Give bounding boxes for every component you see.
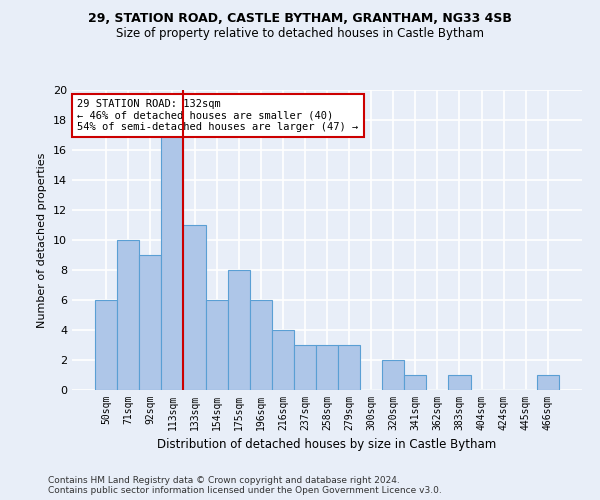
- Bar: [227, 270, 250, 390]
- Bar: [95, 300, 117, 390]
- Bar: [537, 375, 559, 390]
- X-axis label: Distribution of detached houses by size in Castle Bytham: Distribution of detached houses by size …: [157, 438, 497, 452]
- Text: Size of property relative to detached houses in Castle Bytham: Size of property relative to detached ho…: [116, 28, 484, 40]
- Bar: [184, 225, 206, 390]
- Bar: [139, 255, 161, 390]
- Y-axis label: Number of detached properties: Number of detached properties: [37, 152, 47, 328]
- Text: Contains public sector information licensed under the Open Government Licence v3: Contains public sector information licen…: [48, 486, 442, 495]
- Text: Contains HM Land Registry data © Crown copyright and database right 2024.: Contains HM Land Registry data © Crown c…: [48, 476, 400, 485]
- Bar: [448, 375, 470, 390]
- Bar: [250, 300, 272, 390]
- Bar: [382, 360, 404, 390]
- Bar: [161, 135, 184, 390]
- Bar: [206, 300, 227, 390]
- Text: 29, STATION ROAD, CASTLE BYTHAM, GRANTHAM, NG33 4SB: 29, STATION ROAD, CASTLE BYTHAM, GRANTHA…: [88, 12, 512, 26]
- Text: 29 STATION ROAD: 132sqm
← 46% of detached houses are smaller (40)
54% of semi-de: 29 STATION ROAD: 132sqm ← 46% of detache…: [77, 99, 358, 132]
- Bar: [272, 330, 294, 390]
- Bar: [117, 240, 139, 390]
- Bar: [404, 375, 427, 390]
- Bar: [294, 345, 316, 390]
- Bar: [316, 345, 338, 390]
- Bar: [338, 345, 360, 390]
